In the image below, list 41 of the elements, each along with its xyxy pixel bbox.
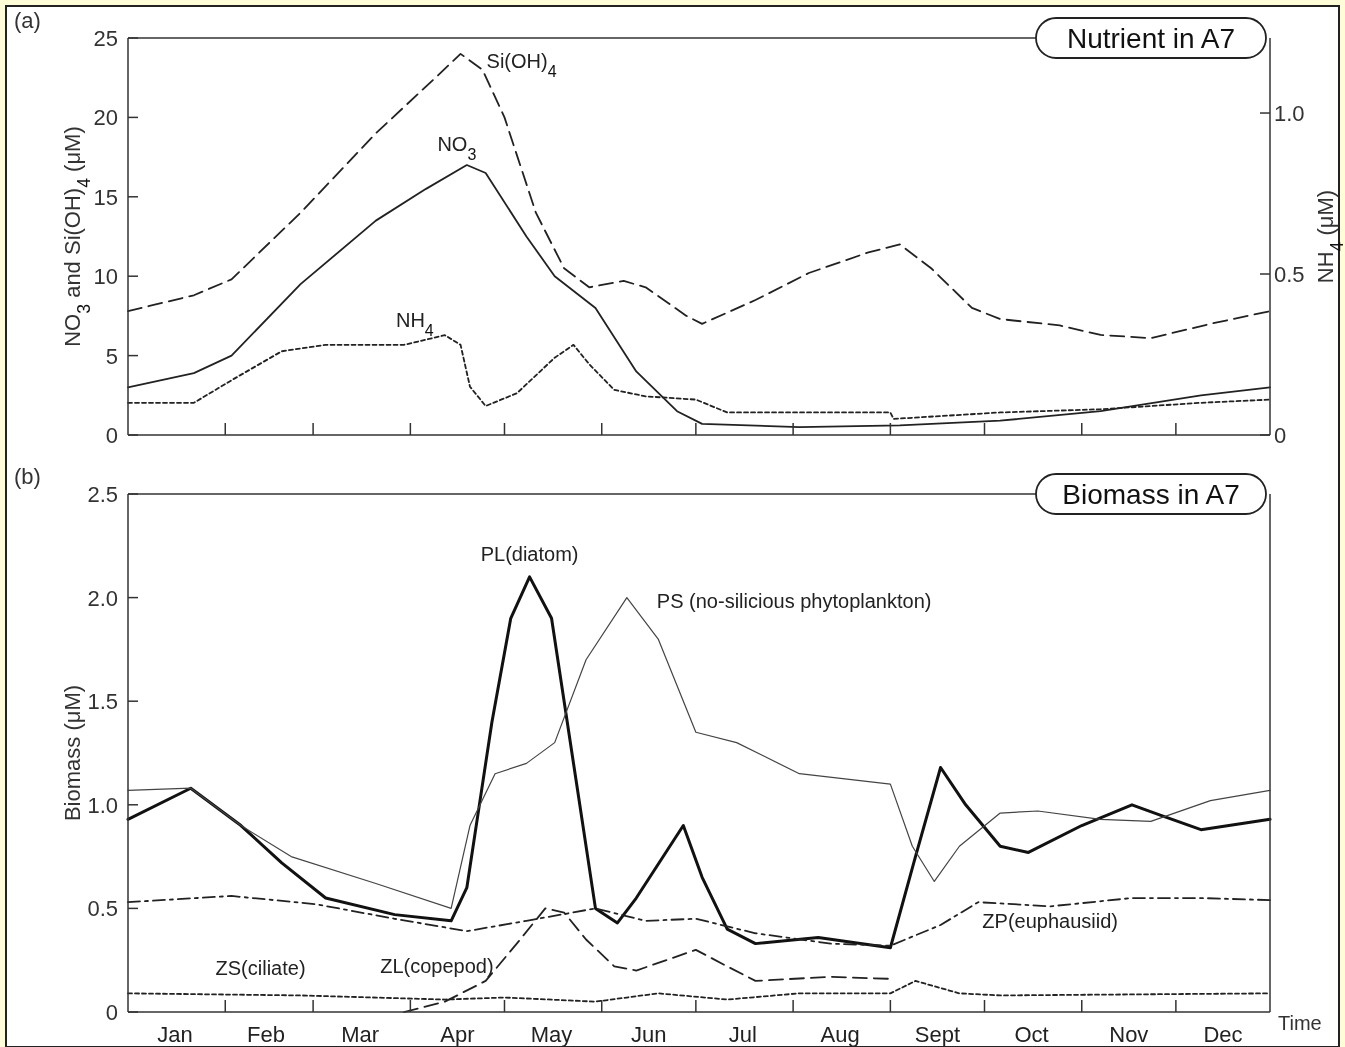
y2-tick-label: 1.0: [1274, 101, 1305, 127]
chart-title: Biomass in A7: [1062, 479, 1240, 510]
y-tick-label: 1.0: [87, 792, 118, 818]
series-label: PL(diatom): [480, 542, 579, 565]
x-tick-label: Aug: [820, 1022, 860, 1047]
y-tick-label: 15: [93, 184, 118, 210]
x-tick-label: Sept: [914, 1022, 961, 1047]
y-axis-title: Biomass (μM): [60, 684, 85, 822]
x-tick-label: Nov: [1109, 1022, 1149, 1047]
y-tick-label: 5: [105, 343, 118, 369]
y-tick-label: 10: [93, 264, 118, 290]
x-tick-label: Oct: [1014, 1022, 1049, 1047]
x-axis-title: Time: [1278, 1012, 1322, 1034]
series-label: ZL(copepod): [380, 954, 494, 977]
y-tick-label: 2.5: [87, 482, 118, 507]
y-tick-label: 0: [105, 423, 118, 448]
x-tick-label: Apr: [440, 1022, 475, 1047]
text: (b): [14, 464, 41, 489]
y-tick-label: 20: [93, 105, 118, 131]
x-tick-label: Jun: [631, 1022, 667, 1047]
y2-tick-label: 0: [1274, 423, 1287, 448]
x-tick-label: Jan: [157, 1022, 193, 1047]
y-tick-label: 2.0: [87, 585, 118, 611]
chart-title: Nutrient in A7: [1066, 23, 1236, 54]
x-tick-label: Dec: [1203, 1022, 1243, 1047]
text: (a): [14, 8, 41, 33]
x-tick-label: Jul: [728, 1022, 757, 1047]
series-label: Si(OH)$_{4}$: [486, 49, 557, 80]
y2-tick-label: 0.5: [1274, 262, 1305, 288]
x-tick-label: Mar: [341, 1022, 380, 1047]
y-tick-label: 1.5: [87, 689, 118, 715]
series-label: ZS(ciliate): [215, 957, 306, 980]
y-tick-label: 0.5: [87, 896, 118, 922]
x-tick-label: Feb: [247, 1022, 285, 1047]
series-label: ZP(euphausiid): [982, 910, 1118, 933]
x-tick-label: May: [530, 1022, 573, 1047]
y-tick-label: 25: [93, 26, 118, 51]
series-label: NO$_{3}$: [437, 133, 477, 163]
series-label: PS (no-silicious phytoplankton): [656, 589, 932, 612]
series-label: NH$_{4}$: [395, 309, 434, 339]
y-tick-label: 0: [105, 1000, 118, 1025]
